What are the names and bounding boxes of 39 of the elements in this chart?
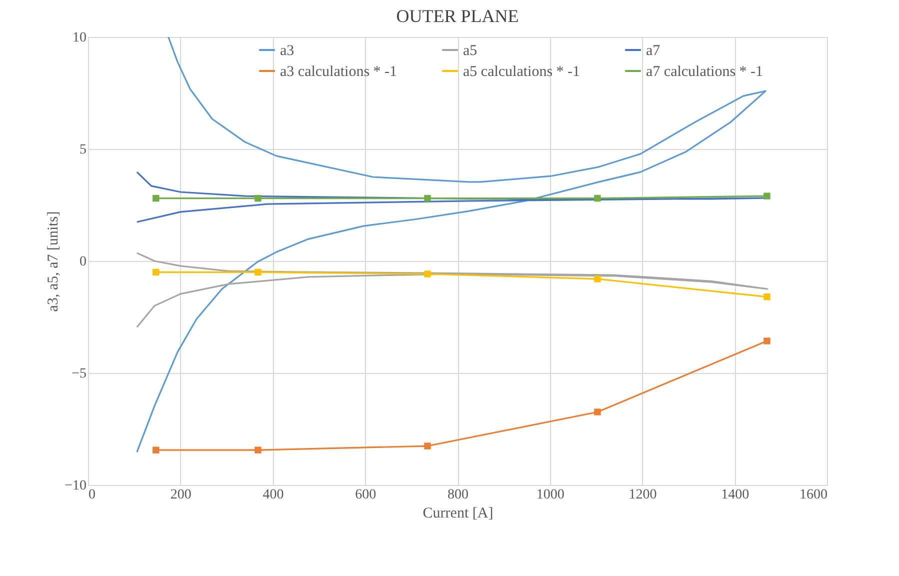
point bbox=[254, 268, 262, 276]
y-tick-label: −5 bbox=[72, 366, 86, 382]
chart-title: OUTER PLANE bbox=[396, 6, 519, 26]
legend-label: a5 calculations * -1 bbox=[463, 64, 580, 80]
x-tick-label: 1200 bbox=[628, 488, 657, 502]
point bbox=[594, 194, 601, 202]
y-tick-label: −10 bbox=[64, 478, 86, 494]
point bbox=[152, 194, 160, 202]
x-tick-label: 800 bbox=[448, 488, 468, 502]
legend-label: a3 calculations * -1 bbox=[280, 64, 398, 80]
legend-label: a7 bbox=[646, 43, 661, 59]
legend-label: a5 bbox=[463, 43, 478, 59]
line-series bbox=[136, 37, 766, 453]
point bbox=[764, 293, 770, 300]
point bbox=[254, 446, 262, 454]
x-tick-label: 200 bbox=[170, 488, 192, 502]
x-tick-label: 1400 bbox=[721, 488, 750, 502]
y-axis-title: a3, a5, a7 [units] bbox=[46, 211, 62, 312]
legend-label: a7 calculations * -1 bbox=[646, 64, 764, 80]
point bbox=[152, 268, 160, 276]
point bbox=[424, 442, 431, 450]
point bbox=[152, 446, 160, 454]
point bbox=[764, 338, 770, 344]
y-tick-label: 5 bbox=[80, 142, 86, 158]
point bbox=[594, 276, 601, 282]
x-tick-label: 600 bbox=[355, 488, 376, 502]
x-tick-label: 400 bbox=[262, 488, 284, 502]
y-tick-label: 10 bbox=[72, 30, 86, 46]
point bbox=[254, 194, 262, 202]
point bbox=[424, 270, 431, 278]
point bbox=[424, 194, 431, 202]
legend-label: a3 bbox=[280, 43, 294, 59]
y-tick-label: 0 bbox=[80, 254, 86, 270]
point bbox=[764, 192, 770, 200]
point bbox=[594, 408, 601, 416]
x-tick-label: 1600 bbox=[800, 488, 828, 502]
x-tick-label: 1000 bbox=[536, 488, 564, 502]
x-axis-title: Current [A] bbox=[422, 506, 494, 522]
line-series bbox=[136, 252, 768, 328]
